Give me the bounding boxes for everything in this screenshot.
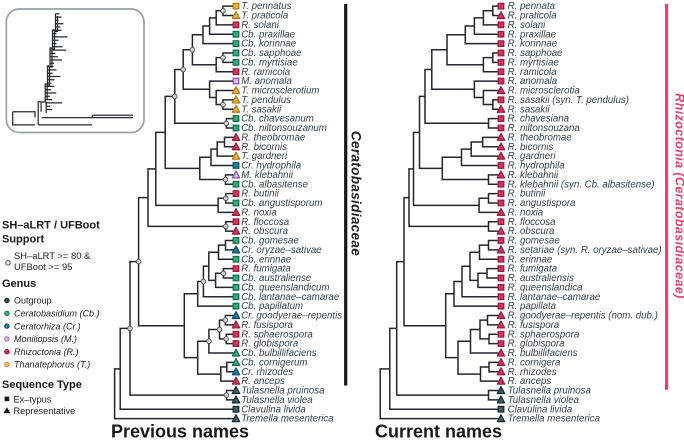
svg-text:Support: Support <box>2 234 44 246</box>
svg-text:Sequence Type: Sequence Type <box>2 379 82 391</box>
svg-text:Current names: Current names <box>375 422 502 442</box>
svg-text:Ceratobasidiaceae: Ceratobasidiaceae <box>349 131 364 256</box>
svg-text:SH–aLRT / UFBoot: SH–aLRT / UFBoot <box>2 220 100 232</box>
svg-text:Tremella mesenterica: Tremella mesenterica <box>241 414 334 425</box>
svg-text:Outgroup: Outgroup <box>14 296 52 306</box>
svg-text:Genus: Genus <box>2 278 36 290</box>
svg-text:Rhizoctonia (R.): Rhizoctonia (R.) <box>14 347 79 357</box>
svg-text:Rhizoctonia (Ceratobasidiaceae: Rhizoctonia (Ceratobasidiaceae) <box>673 93 684 299</box>
svg-text:Ceratobasidium (Cb.): Ceratobasidium (Cb.) <box>14 309 100 319</box>
svg-text:UFBoot >= 95: UFBoot >= 95 <box>14 261 72 272</box>
svg-text:SH–aLRT >= 80 &: SH–aLRT >= 80 & <box>14 250 91 261</box>
svg-text:Ceratorhiza (Cr.): Ceratorhiza (Cr.) <box>14 321 81 331</box>
svg-text:Tremella mesenterica: Tremella mesenterica <box>508 414 601 425</box>
svg-text:Thanatephorus (T.): Thanatephorus (T.) <box>14 360 90 370</box>
svg-text:Ex–typus: Ex–typus <box>14 394 52 404</box>
svg-text:Representative: Representative <box>14 406 76 416</box>
svg-text:Previous names: Previous names <box>111 422 249 442</box>
svg-text:Moniliopsis (M.): Moniliopsis (M.) <box>14 334 77 344</box>
